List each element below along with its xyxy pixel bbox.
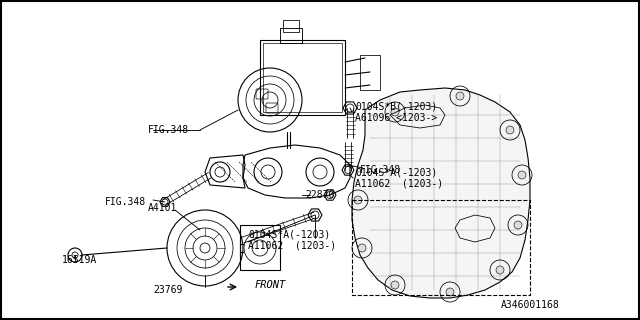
Text: 0104S*A(-1203)
A11062  (1203-): 0104S*A(-1203) A11062 (1203-) [248, 229, 336, 251]
Circle shape [354, 196, 362, 204]
Bar [240, 225, 280, 270]
Polygon shape [352, 88, 530, 298]
Bar [283, 20, 299, 32]
Text: 16519A: 16519A [62, 255, 97, 265]
Circle shape [456, 92, 464, 100]
Circle shape [391, 108, 399, 116]
Text: 0104S*A(-1203)
A11062  (1203-): 0104S*A(-1203) A11062 (1203-) [355, 167, 443, 189]
Circle shape [446, 288, 454, 296]
Circle shape [514, 221, 522, 229]
Circle shape [496, 266, 504, 274]
Text: 22870: 22870 [305, 190, 334, 200]
Text: FIG.348: FIG.348 [105, 197, 146, 207]
Bar [260, 40, 345, 115]
Text: A346001168: A346001168 [501, 300, 560, 310]
Text: FIG.348: FIG.348 [360, 165, 401, 175]
Circle shape [358, 244, 366, 252]
Bar [360, 55, 380, 90]
Bar [263, 43, 342, 112]
Circle shape [518, 171, 526, 179]
Text: FIG.348: FIG.348 [148, 125, 189, 135]
Bar [352, 200, 530, 295]
Text: 23769: 23769 [154, 285, 182, 295]
Text: A4101: A4101 [148, 203, 177, 213]
Text: 0104S*B(-1203)
A61096 <1203->: 0104S*B(-1203) A61096 <1203-> [355, 101, 437, 123]
Circle shape [391, 281, 399, 289]
Text: FRONT: FRONT [255, 280, 286, 290]
Bar [280, 28, 302, 43]
Circle shape [506, 126, 514, 134]
